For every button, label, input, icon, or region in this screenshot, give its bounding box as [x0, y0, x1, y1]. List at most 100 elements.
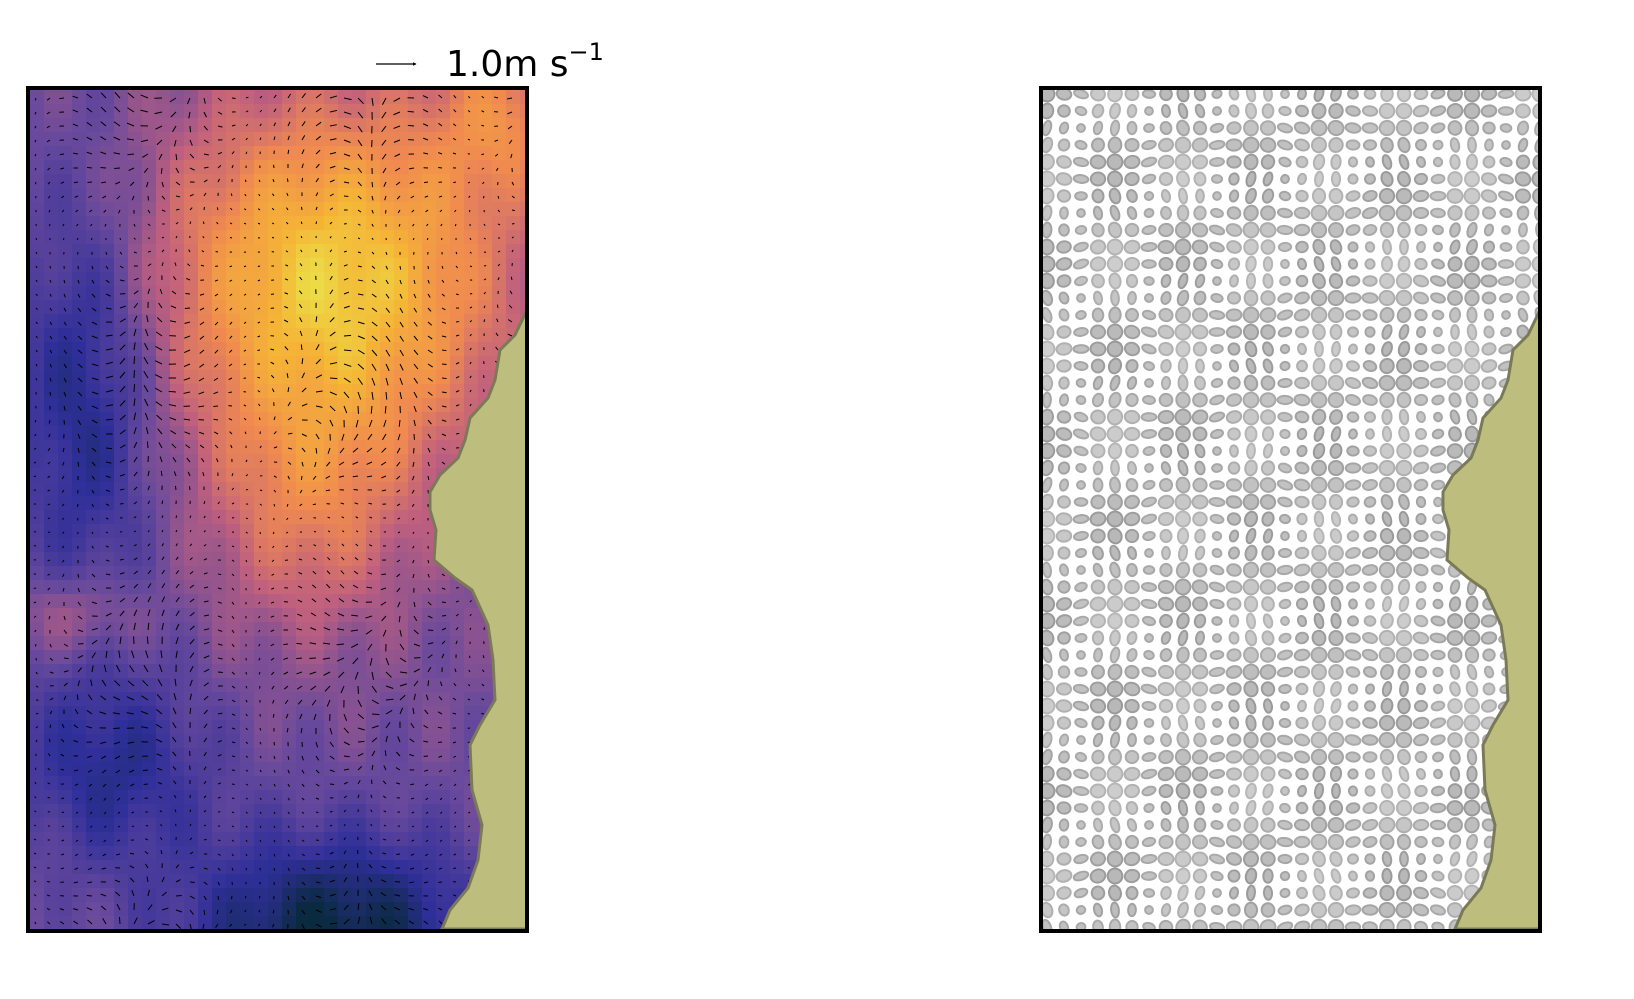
- quiver-arrow: [119, 429, 126, 435]
- heatmap-cell: [100, 412, 115, 427]
- heatmap-cell: [170, 370, 185, 385]
- heatmap-cell: [464, 720, 479, 735]
- ellipse-marker: [1484, 138, 1494, 152]
- quiver-arrow: [61, 559, 65, 563]
- heatmap-cell: [226, 370, 241, 385]
- quiver-arrow: [467, 684, 471, 687]
- heatmap-cell: [268, 132, 283, 147]
- heatmap-cell: [296, 90, 311, 105]
- quiver-arrow: [133, 543, 137, 547]
- quiver-arrow: [481, 110, 485, 113]
- quiver-arrow: [147, 470, 150, 477]
- quiver-arrow: [126, 122, 135, 127]
- quiver-arrow: [245, 727, 248, 731]
- quiver-arrow: [243, 321, 247, 324]
- quiver-arrow: [409, 753, 415, 757]
- heatmap-cell: [142, 174, 157, 189]
- quiver-arrow: [397, 209, 401, 214]
- heatmap-cell: [240, 286, 255, 301]
- quiver-arrow: [315, 344, 320, 351]
- quiver-arrow: [273, 853, 276, 857]
- ellipse-marker: [1244, 459, 1258, 477]
- heatmap-cell: [226, 664, 241, 679]
- quiver-arrow: [231, 839, 235, 842]
- quiver-arrow: [244, 179, 247, 183]
- quiver-arrow: [270, 601, 275, 604]
- heatmap-cell: [296, 454, 311, 469]
- quiver-arrow: [245, 96, 249, 99]
- quiver-arrow: [351, 614, 359, 617]
- quiver-arrow: [33, 461, 37, 464]
- ellipse-marker: [1361, 206, 1379, 220]
- heatmap-cell: [114, 202, 129, 217]
- heatmap-cell: [352, 412, 367, 427]
- quiver-arrow: [287, 135, 290, 141]
- quiver-arrow: [259, 517, 262, 521]
- quiver-arrow: [144, 838, 149, 841]
- heatmap-cell: [254, 356, 269, 371]
- quiver-arrow: [271, 573, 275, 576]
- heatmap-cell: [142, 412, 157, 427]
- quiver-arrow: [34, 781, 37, 785]
- heatmap-cell: [86, 818, 101, 833]
- heatmap-cell: [44, 146, 59, 161]
- ellipse-marker: [1327, 289, 1345, 307]
- quiver-arrow: [229, 431, 233, 435]
- heatmap-cell: [310, 286, 325, 301]
- heatmap-cell: [170, 118, 185, 133]
- quiver-arrow: [175, 597, 180, 603]
- quiver-arrow: [455, 334, 460, 337]
- quiver-arrow: [74, 783, 79, 786]
- quiver-arrow: [315, 433, 320, 440]
- quiver-arrow: [365, 629, 373, 635]
- heatmap-cell: [520, 244, 525, 259]
- heatmap-cell: [408, 538, 423, 553]
- quiver-arrow: [129, 865, 135, 869]
- quiver-arrow: [412, 559, 415, 564]
- ellipse-marker: [1208, 224, 1226, 236]
- quiver-arrow: [411, 825, 415, 828]
- quiver-arrow: [63, 615, 66, 621]
- heatmap-cell: [114, 188, 129, 203]
- heatmap-cell: [366, 300, 381, 315]
- heatmap-cell: [142, 188, 157, 203]
- heatmap-cell: [352, 482, 367, 497]
- quiver-arrow: [147, 622, 150, 631]
- heatmap-cell: [492, 188, 507, 203]
- ellipse-marker: [1517, 137, 1529, 153]
- quiver-arrow: [407, 124, 415, 127]
- heatmap-cell: [142, 286, 157, 301]
- heatmap-cell: [436, 398, 451, 413]
- quiver-arrow: [382, 852, 387, 855]
- ellipse-marker: [1279, 445, 1291, 457]
- heatmap-cell: [44, 160, 59, 175]
- quiver-arrow: [315, 909, 322, 913]
- heatmap-cell: [142, 874, 157, 889]
- heatmap-cell: [30, 874, 45, 889]
- ellipse-marker: [1227, 376, 1241, 390]
- heatmap-cell: [422, 804, 437, 819]
- quiver-arrow: [438, 696, 443, 701]
- quiver-arrow: [352, 447, 359, 453]
- ellipse-marker: [1193, 90, 1207, 102]
- quiver-arrow: [286, 192, 289, 197]
- quiver-arrow: [49, 643, 52, 648]
- heatmap-cell: [156, 524, 171, 539]
- heatmap-cell: [422, 888, 437, 903]
- heatmap-cell: [380, 916, 395, 929]
- quiver-arrow: [439, 797, 443, 801]
- heatmap-cell: [156, 580, 171, 595]
- ellipse-marker: [1107, 493, 1123, 511]
- quiver-arrow: [452, 137, 457, 141]
- quiver-arrow: [104, 223, 107, 227]
- ellipse-marker: [1126, 120, 1138, 136]
- heatmap-cell: [44, 440, 59, 455]
- heatmap-cell: [254, 118, 269, 133]
- heatmap-cell: [282, 468, 297, 483]
- ellipse-marker: [1430, 292, 1446, 304]
- quiver-arrow: [259, 460, 263, 463]
- heatmap-cell: [156, 440, 171, 455]
- heatmap-cell: [296, 328, 311, 343]
- quiver-arrow: [47, 503, 51, 506]
- heatmap-cell: [128, 594, 143, 609]
